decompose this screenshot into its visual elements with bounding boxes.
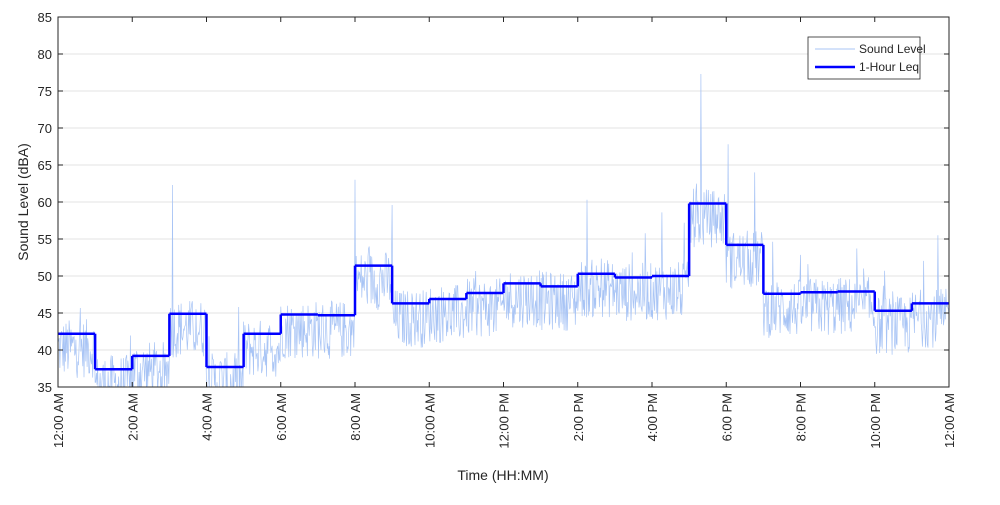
y-tick-label: 40 bbox=[38, 343, 52, 358]
y-axis-label: Sound Level (dBA) bbox=[15, 143, 31, 261]
y-tick-label: 60 bbox=[38, 195, 52, 210]
x-tick-label: 10:00 PM bbox=[868, 393, 883, 449]
legend: Sound Level 1-Hour Leq bbox=[807, 36, 926, 80]
sound-level-line bbox=[58, 73, 949, 387]
x-tick-label: 4:00 PM bbox=[645, 393, 660, 441]
x-tick-label: 12:00 AM bbox=[51, 393, 66, 448]
x-tick-label: 12:00 AM bbox=[942, 393, 957, 448]
plot-frame bbox=[57, 16, 950, 388]
y-tick-label: 70 bbox=[38, 121, 52, 136]
y-tick-label: 65 bbox=[38, 158, 52, 173]
y-tick-label: 85 bbox=[38, 10, 52, 25]
x-tick-label: 2:00 AM bbox=[125, 393, 140, 441]
axes: 35 40 45 50 55 60 65 70 75 80 85 12:00 AM 2:00 AM 4:0… bbox=[38, 10, 957, 449]
y-tick-label: 80 bbox=[38, 47, 52, 62]
legend-label-leq: 1-Hour Leq bbox=[859, 60, 919, 74]
x-tick-label: 6:00 PM bbox=[719, 393, 734, 441]
x-tick-label: 4:00 AM bbox=[200, 393, 215, 441]
x-tick-label: 12:00 PM bbox=[497, 393, 512, 449]
y-tick-label: 55 bbox=[38, 232, 52, 247]
y-tick-label: 50 bbox=[38, 269, 52, 284]
y-tick-label: 45 bbox=[38, 306, 52, 321]
legend-label-sound-level: Sound Level bbox=[859, 42, 926, 56]
x-axis-label: Time (HH:MM) bbox=[457, 467, 548, 483]
x-tick-label: 8:00 AM bbox=[348, 393, 363, 441]
y-tick-label: 75 bbox=[38, 84, 52, 99]
y-tick-label: 35 bbox=[38, 380, 52, 395]
x-tick-label: 2:00 PM bbox=[571, 393, 586, 441]
x-tick-label: 6:00 AM bbox=[274, 393, 289, 441]
x-tick-label: 10:00 AM bbox=[422, 393, 437, 448]
x-tick-label: 8:00 PM bbox=[794, 393, 809, 441]
